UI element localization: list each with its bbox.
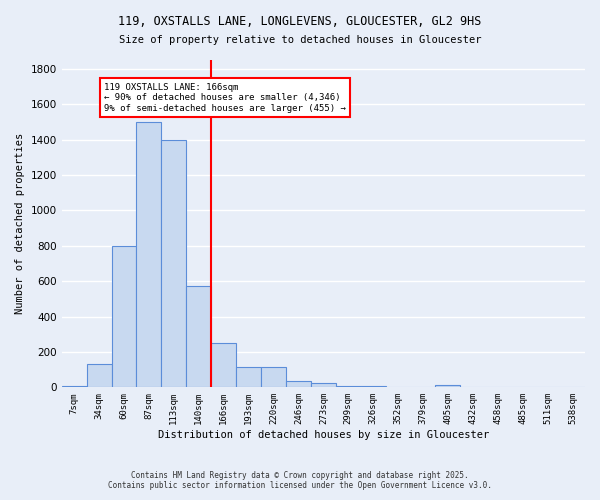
Bar	[86, 364, 112, 388]
Text: Contains HM Land Registry data © Crown copyright and database right 2025.
Contai: Contains HM Land Registry data © Crown c…	[108, 470, 492, 490]
Bar	[236, 367, 261, 388]
Bar	[311, 383, 336, 388]
Text: 119 OXSTALLS LANE: 166sqm
← 90% of detached houses are smaller (4,346)
9% of sem: 119 OXSTALLS LANE: 166sqm ← 90% of detac…	[104, 83, 346, 113]
Bar	[286, 381, 311, 388]
Bar	[261, 367, 286, 388]
Bar	[186, 286, 211, 388]
Bar	[62, 386, 86, 388]
Bar	[112, 246, 136, 388]
Text: 119, OXSTALLS LANE, LONGLEVENS, GLOUCESTER, GL2 9HS: 119, OXSTALLS LANE, LONGLEVENS, GLOUCEST…	[118, 15, 482, 28]
Bar	[161, 140, 186, 388]
Text: Size of property relative to detached houses in Gloucester: Size of property relative to detached ho…	[119, 35, 481, 45]
Bar	[336, 386, 361, 388]
Bar	[436, 384, 460, 388]
Y-axis label: Number of detached properties: Number of detached properties	[15, 133, 25, 314]
Bar	[211, 343, 236, 388]
Bar	[361, 386, 386, 388]
Bar	[136, 122, 161, 388]
X-axis label: Distribution of detached houses by size in Gloucester: Distribution of detached houses by size …	[158, 430, 489, 440]
